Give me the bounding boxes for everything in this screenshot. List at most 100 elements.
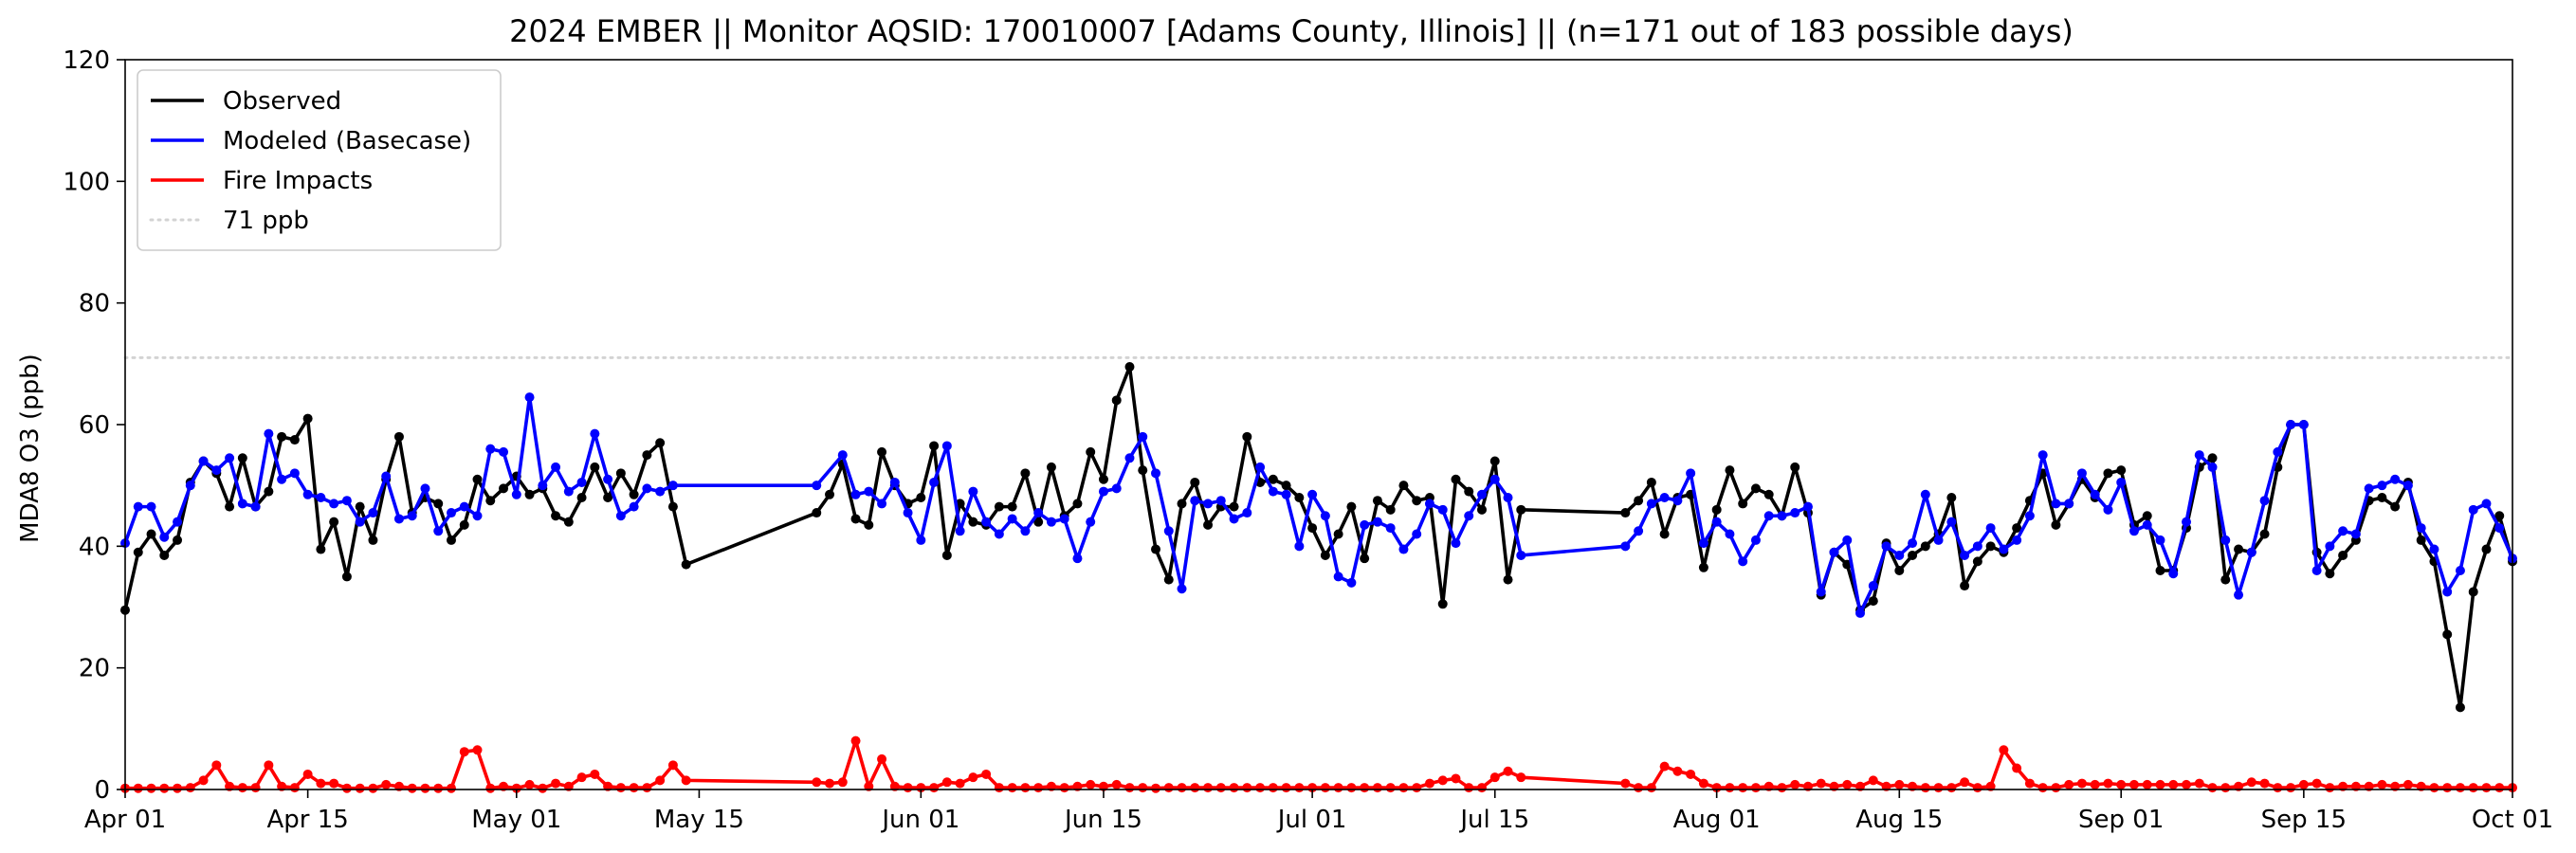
data-point <box>2442 629 2453 640</box>
data-point <box>2246 547 2256 557</box>
data-point <box>1190 477 1200 487</box>
data-point <box>1398 544 1409 554</box>
data-point <box>198 456 209 466</box>
data-point <box>2377 493 2387 502</box>
data-point <box>2207 453 2218 463</box>
data-point <box>1372 517 1382 527</box>
data-point <box>2142 511 2152 521</box>
data-point <box>2037 783 2048 793</box>
data-point <box>1842 779 1853 789</box>
data-point <box>2168 779 2179 789</box>
data-point <box>1320 783 1330 793</box>
data-point <box>1750 535 1761 545</box>
data-point <box>2116 465 2127 476</box>
data-point <box>1086 517 1096 527</box>
series-line <box>123 365 2514 710</box>
data-point <box>2377 481 2387 491</box>
data-point <box>1333 783 1343 793</box>
data-point <box>1360 783 1370 793</box>
data-point <box>2350 529 2361 539</box>
data-point <box>941 777 952 788</box>
data-point <box>590 428 600 439</box>
data-point <box>446 535 456 545</box>
data-point <box>446 508 456 518</box>
data-point <box>1750 483 1761 494</box>
y-tick-label: 100 <box>63 168 110 196</box>
data-point <box>499 483 509 494</box>
data-point <box>368 508 378 518</box>
data-point <box>1711 517 1722 527</box>
data-point <box>2468 587 2478 597</box>
data-point <box>2012 523 2022 534</box>
data-point <box>812 481 822 491</box>
data-point <box>341 572 352 582</box>
data-point <box>1516 772 1526 783</box>
data-point <box>1842 535 1853 545</box>
data-point <box>1464 486 1474 497</box>
data-point <box>929 477 940 487</box>
x-tick-label: Aug 15 <box>1855 806 1943 834</box>
series-line <box>125 738 2512 790</box>
data-point <box>2455 566 2465 575</box>
data-point <box>472 474 483 484</box>
data-point <box>1516 550 1526 560</box>
data-point <box>603 493 613 502</box>
data-point <box>837 450 848 461</box>
data-point <box>316 778 326 789</box>
data-point <box>237 499 247 509</box>
data-point <box>2429 544 2439 554</box>
data-point <box>1960 550 1970 560</box>
data-point <box>302 413 313 424</box>
data-point <box>1790 779 1800 789</box>
data-point <box>681 775 691 786</box>
data-point <box>1908 538 1918 549</box>
data-point <box>825 489 835 499</box>
data-point <box>1294 541 1305 552</box>
data-point <box>1163 574 1174 585</box>
data-point <box>1033 508 1044 518</box>
data-point <box>1007 514 1017 524</box>
data-point <box>146 783 156 793</box>
data-point <box>2442 587 2453 597</box>
data-point <box>1999 544 2009 554</box>
data-point <box>1385 523 1396 534</box>
data-point <box>1059 514 1069 524</box>
data-point <box>2455 783 2465 793</box>
data-point <box>812 777 822 788</box>
data-point <box>2429 783 2439 793</box>
x-tick-label: Jun 15 <box>1063 806 1142 834</box>
data-point <box>903 783 913 793</box>
data-point <box>1033 517 1044 527</box>
data-point <box>1451 474 1461 484</box>
data-point <box>302 489 313 499</box>
data-point <box>1086 779 1096 789</box>
data-point <box>681 559 691 570</box>
data-point <box>576 772 587 783</box>
data-point <box>2155 566 2165 575</box>
data-point <box>2286 783 2296 793</box>
data-point <box>1960 581 1970 591</box>
data-point <box>877 753 887 764</box>
data-point <box>433 526 444 536</box>
data-point <box>2259 778 2270 789</box>
data-point <box>2325 783 2335 793</box>
data-point <box>929 783 940 793</box>
data-point <box>1190 783 1200 793</box>
data-point <box>1646 783 1656 793</box>
data-point <box>393 514 404 524</box>
data-point <box>1412 529 1422 539</box>
data-point <box>133 501 143 512</box>
data-point <box>576 493 587 502</box>
data-point <box>1098 474 1108 484</box>
data-point <box>1738 556 1748 567</box>
data-point <box>563 517 574 527</box>
data-point <box>642 783 652 793</box>
data-point <box>889 477 900 487</box>
data-point <box>2207 462 2218 472</box>
data-point <box>329 499 339 509</box>
data-point <box>864 519 874 530</box>
data-point <box>2481 783 2492 793</box>
legend-label: 71 ppb <box>223 207 309 235</box>
data-point <box>563 486 574 497</box>
data-point <box>1437 775 1448 786</box>
